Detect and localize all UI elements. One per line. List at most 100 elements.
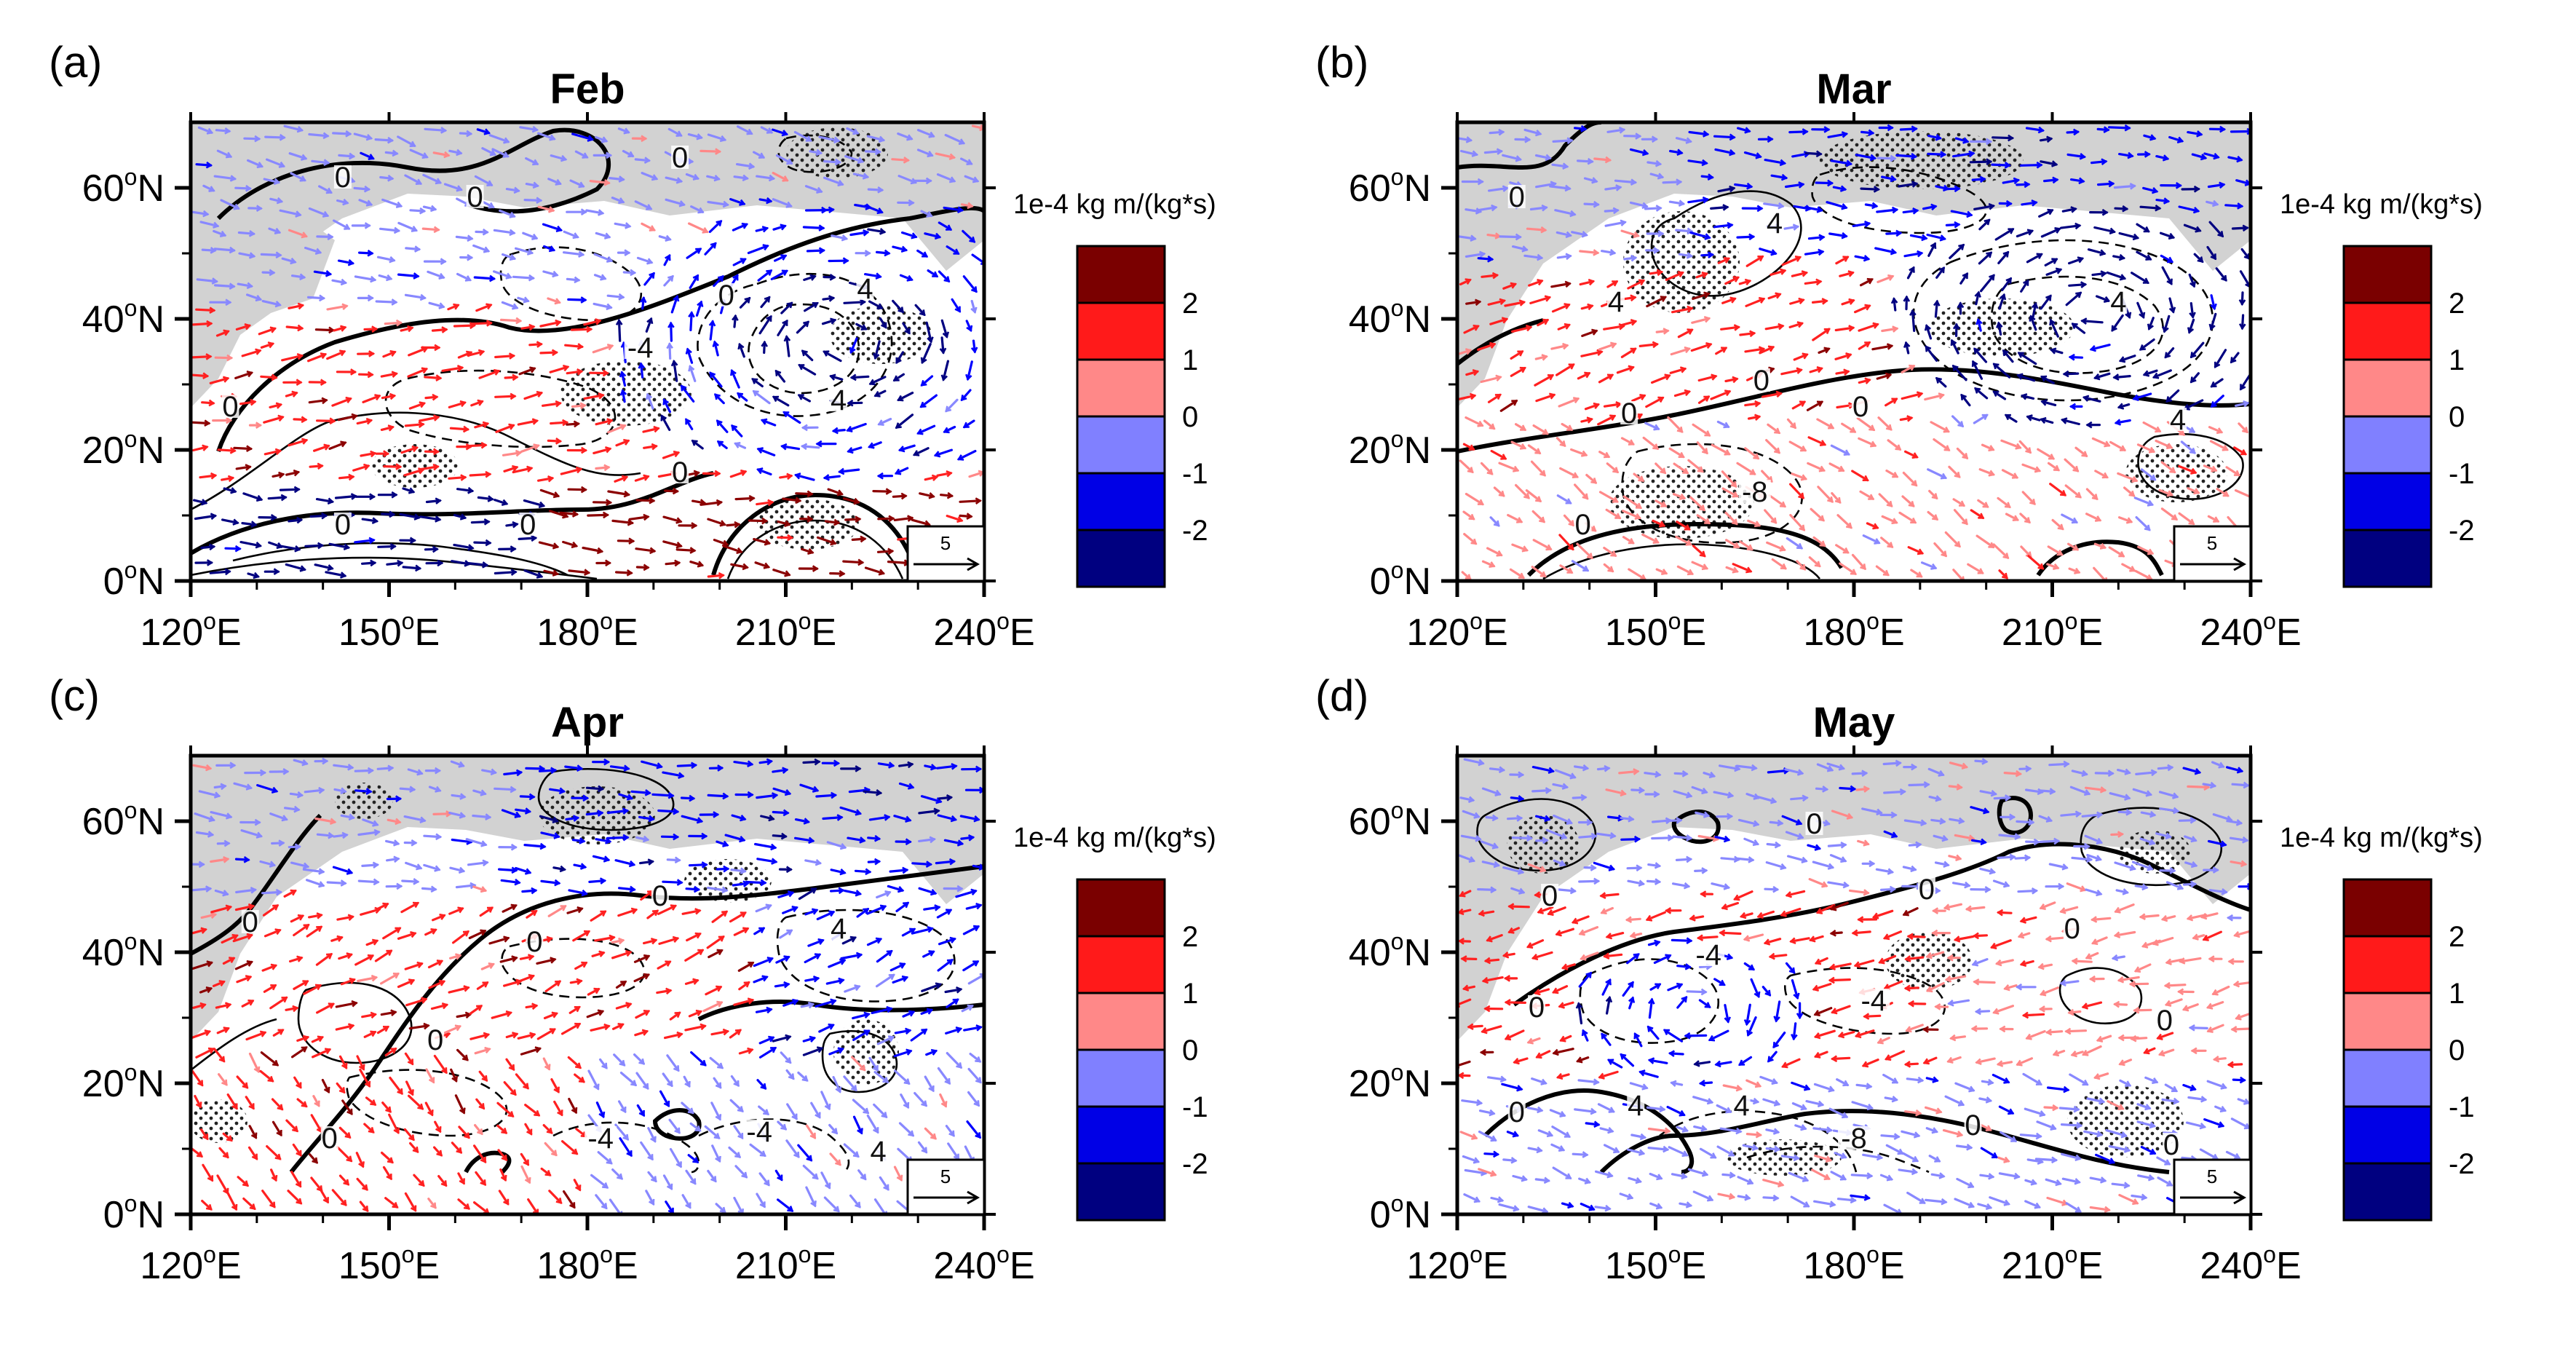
panel-c-wind-vector-head <box>480 1156 487 1164</box>
panel-b-wind-vector <box>2087 248 2106 256</box>
panel-c-wind-vector <box>681 909 701 915</box>
panel-c-wind-vector-head <box>417 1103 424 1110</box>
panel-b-wind-vector-head <box>1932 514 1939 521</box>
panel-b-wind-vector <box>1509 568 1525 579</box>
panel-a-wind-vector-head <box>510 545 517 553</box>
panel-a-wind-vector <box>337 414 358 422</box>
panel-c-wind-vector-head <box>229 957 236 963</box>
panel-c-wind-vector-head <box>224 1002 232 1009</box>
panel-b-wind-vector-head <box>1848 298 1855 305</box>
panel-b-wind-vector-head <box>1521 245 1529 253</box>
panel-a-wind-vector <box>358 199 373 206</box>
panel-c-wind-vector-head <box>323 1086 330 1093</box>
panel-a-wind-vector-head <box>737 342 745 350</box>
panel-c-wind-vector-head <box>418 1180 425 1187</box>
panel-a-wind-vector <box>935 152 956 159</box>
panel-a-wind-vector-head <box>208 186 215 192</box>
panel-a-wind-vector-head <box>225 298 232 306</box>
panel-b-contour-label: 4 <box>2110 286 2126 318</box>
panel-c-wind-vector <box>357 831 381 836</box>
panel-a-wind-vector <box>892 494 907 498</box>
panel-b-wind-vector-head <box>2213 516 2220 523</box>
panel-b-wind-vector <box>1767 423 1780 435</box>
panel-c-wind-vector <box>202 1163 214 1182</box>
panel-b-wind-vector-head <box>1496 550 1503 557</box>
panel-c-wind-vector <box>428 980 445 989</box>
panel-c-wind-vector-head <box>956 986 963 994</box>
panel-c-wind-vector <box>247 1146 258 1160</box>
panel-b-wind-vector <box>1457 349 1472 356</box>
panel-c-wind-vector-head <box>387 1157 394 1164</box>
panel-b-wind-vector <box>2025 127 2045 132</box>
panel-c-wind-vector-head <box>849 935 857 943</box>
panel-c-wind-vector <box>457 1198 470 1210</box>
panel-c-wind-vector-head <box>246 933 253 940</box>
panel-b-wind-vector-head <box>2168 232 2176 240</box>
panel-b-wind-vector <box>1791 400 1806 410</box>
panel-b-wind-vector-head <box>1999 293 2007 301</box>
panel-a-wind-vector-head <box>433 414 440 422</box>
panel-b-wind-vector <box>1714 148 1735 155</box>
panel-a-wind-vector <box>643 272 655 286</box>
panel-a-wind-vector <box>772 224 787 231</box>
panel-b-wind-vector-head <box>1564 184 1572 192</box>
panel-a-wind-vector <box>868 441 882 448</box>
panel-b-wind-vector <box>1620 437 1635 446</box>
panel-d-wind-vector-head <box>2190 861 2198 869</box>
panel-c-negative-contour <box>552 1121 700 1174</box>
panel-b-wind-vector-head <box>1827 496 1834 503</box>
panel-c-x-tick-value: 150 <box>338 1245 402 1287</box>
panel-d-wind-vector-head <box>1826 765 1834 772</box>
panel-b-wind-vector-head <box>1770 249 1778 256</box>
panel-b-wind-vector <box>1789 513 1805 531</box>
panel-b-wind-vector <box>1510 350 1523 360</box>
panel-d-wind-vector <box>2157 766 2173 770</box>
panel-b-reference-box <box>2173 525 2252 582</box>
panel-a-wind-vector <box>537 205 555 212</box>
panel-b-wind-vector-head <box>1749 330 1756 338</box>
panel-b-wind-vector <box>2183 223 2201 232</box>
panel-c-wind-vector <box>893 1049 912 1058</box>
panel-c-reference-arrow-head <box>967 1190 980 1205</box>
panel-b-wind-vector-head <box>1801 270 1809 277</box>
panel-d-wind-vector <box>1735 764 1757 770</box>
panel-c-wind-vector-head <box>812 786 820 793</box>
panel-c-wind-vector-head <box>438 979 446 986</box>
panel-d-wind-vector-head <box>2232 980 2240 988</box>
panel-c-wind-vector-head <box>975 1024 983 1032</box>
panel-c-wind-vector <box>336 1082 346 1093</box>
panel-d-wind-vector-head <box>2167 764 2174 772</box>
panel-d-wind-vector <box>1561 963 1576 970</box>
panel-a-wind-vector-head <box>756 467 764 475</box>
panel-a-wind-vector <box>852 173 869 178</box>
panel-b-wind-vector-head <box>1816 206 1823 213</box>
panel-d-wind-vector <box>1785 962 1796 974</box>
panel-c-wind-vector <box>302 868 325 874</box>
panel-c-wind-vector <box>713 1077 722 1089</box>
panel-c-wind-vector <box>595 838 611 843</box>
panel-b-wind-vector <box>1577 372 1590 380</box>
panel-b-wind-vector <box>1807 462 1826 472</box>
panel-d-wind-vector <box>2020 916 2037 923</box>
panel-a-wind-vector <box>288 152 307 160</box>
panel-a-wind-vector <box>539 488 560 498</box>
panel-b-colorbar-label: -2 <box>2449 515 2475 547</box>
panel-a-wind-vector <box>869 376 887 385</box>
panel-b-wind-vector-head <box>2188 518 2195 525</box>
panel-a-contour-label-bg <box>717 283 735 306</box>
panel-b-wind-vector <box>1876 373 1892 380</box>
panel-d-wind-vector <box>2114 861 2136 871</box>
panel-a-wind-vector <box>707 133 726 141</box>
panel-a-wind-vector-head <box>419 207 427 215</box>
panel-a-wind-vector-head <box>246 282 253 290</box>
panel-c-wind-vector <box>553 1100 563 1116</box>
panel-b-wind-vector-head <box>1687 328 1694 335</box>
panel-c-wind-vector-head <box>620 981 627 987</box>
panel-b-wind-vector <box>2224 204 2243 207</box>
panel-c-wind-vector-head <box>409 786 416 794</box>
panel-d-wind-vector <box>1861 807 1882 815</box>
panel-c-wind-vector-head <box>441 1067 448 1075</box>
panel-b-wind-vector-head <box>2125 517 2133 524</box>
panel-b-wind-vector-head <box>1564 280 1572 288</box>
panel-b-wind-vector <box>1696 514 1711 525</box>
